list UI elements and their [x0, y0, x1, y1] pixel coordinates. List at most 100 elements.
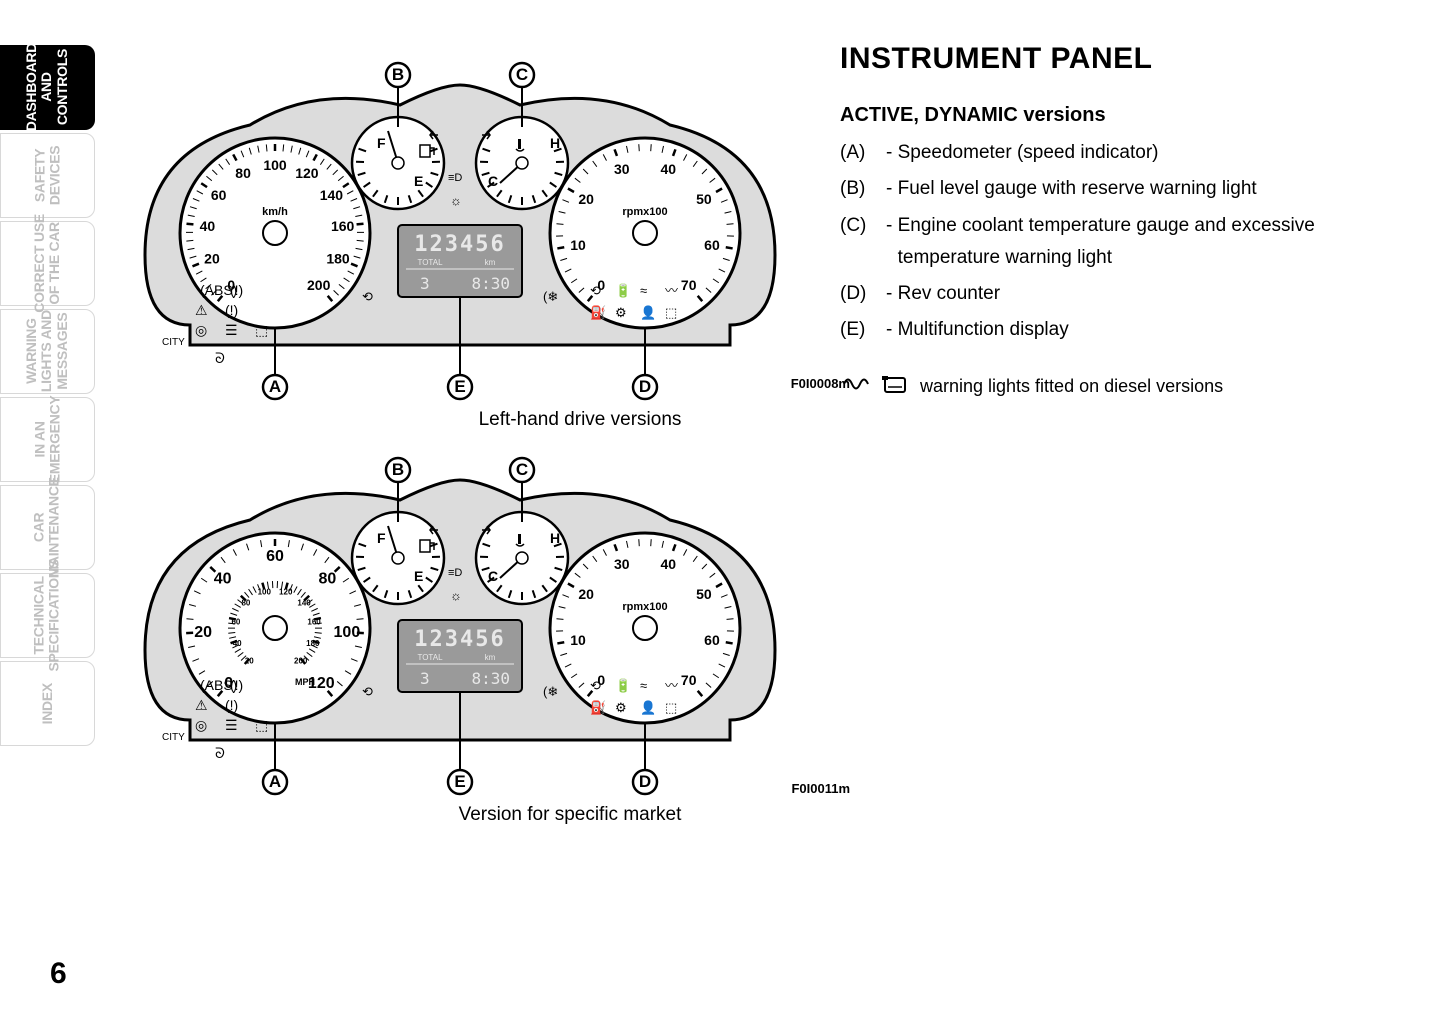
- waterinsfuel-icon: [882, 373, 908, 401]
- diesel-note-text: warning lights fitted on diesel versions: [920, 376, 1223, 397]
- tab-maintenance[interactable]: CAR MAINTENANCE: [0, 485, 95, 570]
- svg-text:40: 40: [660, 161, 676, 177]
- svg-text:(❄: (❄: [543, 684, 558, 699]
- svg-text:(!): (!): [225, 302, 238, 318]
- tab-correct-use[interactable]: CORRECT USE OF THE CAR: [0, 221, 95, 306]
- svg-text:A: A: [269, 772, 281, 791]
- svg-text:⚙: ⚙: [615, 305, 627, 320]
- svg-text:⬚: ⬚: [255, 322, 268, 338]
- svg-text:100: 100: [334, 624, 361, 641]
- svg-text:30: 30: [614, 161, 630, 177]
- svg-text:〰: 〰: [665, 283, 678, 298]
- svg-text:B: B: [392, 460, 404, 479]
- svg-text:⟲: ⟲: [590, 678, 601, 693]
- chapter-tabs: DASHBOARD AND CONTROLS SAFETY DEVICES CO…: [0, 45, 95, 746]
- svg-text:50: 50: [696, 191, 712, 207]
- tab-index[interactable]: INDEX: [0, 661, 95, 746]
- svg-text:E: E: [414, 173, 423, 189]
- svg-text:(!): (!): [230, 282, 243, 298]
- svg-text:(!): (!): [225, 697, 238, 713]
- svg-text:(❄: (❄: [543, 289, 558, 304]
- svg-text:rpmx100: rpmx100: [622, 206, 667, 218]
- tab-emergency[interactable]: IN AN EMERGENCY: [0, 397, 95, 482]
- svg-text:70: 70: [681, 672, 697, 688]
- svg-text:8:30: 8:30: [471, 274, 510, 293]
- svg-text:⟲: ⟲: [590, 283, 601, 298]
- svg-text:👤: 👤: [640, 700, 656, 715]
- svg-text:D: D: [639, 772, 651, 791]
- svg-text:⬚: ⬚: [665, 305, 677, 320]
- tab-warning-lights[interactable]: WARNING LIGHTS AND MESSAGES: [0, 309, 95, 394]
- svg-text:3: 3: [420, 669, 430, 688]
- svg-text:20: 20: [245, 657, 254, 666]
- diagram-specific-market: 020406080100120 204060801001201401601802…: [130, 440, 790, 826]
- svg-text:🔋: 🔋: [615, 283, 631, 298]
- svg-text:70: 70: [681, 277, 697, 293]
- legend-item: (E)- Multifunction display: [840, 314, 1395, 346]
- tab-tech-specs[interactable]: TECHNICAL SPECIFICATIONS: [0, 573, 95, 658]
- svg-text:☼: ☼: [450, 193, 462, 208]
- page-number: 6: [50, 957, 67, 991]
- svg-text:140: 140: [297, 599, 311, 608]
- svg-text:80: 80: [318, 571, 336, 588]
- svg-text:☼: ☼: [450, 588, 462, 603]
- svg-text:H: H: [550, 530, 560, 546]
- svg-text:C: C: [516, 65, 528, 84]
- tab-dashboard-controls[interactable]: DASHBOARD AND CONTROLS: [0, 45, 95, 130]
- tab-safety-devices[interactable]: SAFETY DEVICES: [0, 133, 95, 218]
- page-title: INSTRUMENT PANEL: [840, 42, 1395, 76]
- svg-text:CITY: CITY: [162, 337, 185, 348]
- svg-text:⬚: ⬚: [255, 717, 268, 733]
- svg-text:⛽: ⛽: [590, 700, 606, 715]
- legend-item: (B)- Fuel level gauge with reserve warni…: [840, 173, 1395, 205]
- svg-text:60: 60: [266, 548, 284, 565]
- cluster-svg-2: 020406080100120 204060801001201401601802…: [130, 440, 790, 800]
- legend-list: (A)- Speedometer (speed indicator) (B)- …: [840, 137, 1395, 347]
- svg-text:E: E: [454, 772, 465, 791]
- svg-text:(!): (!): [230, 677, 243, 693]
- svg-text:〰: 〰: [665, 678, 678, 693]
- svg-text:60: 60: [231, 618, 240, 627]
- svg-text:20: 20: [204, 250, 220, 266]
- svg-text:60: 60: [704, 632, 720, 648]
- svg-text:⚙: ⚙: [615, 700, 627, 715]
- svg-text:20: 20: [578, 191, 594, 207]
- svg-text:100: 100: [263, 157, 287, 173]
- svg-text:⟲: ⟲: [362, 289, 373, 304]
- svg-text:rpmx100: rpmx100: [622, 601, 667, 613]
- svg-text:8:30: 8:30: [471, 669, 510, 688]
- svg-text:F: F: [377, 135, 386, 151]
- svg-text:60: 60: [704, 237, 720, 253]
- svg-text:≡D: ≡D: [448, 567, 462, 579]
- svg-text:⚠: ⚠: [195, 302, 208, 318]
- svg-text:TOTAL: TOTAL: [417, 258, 443, 267]
- svg-text:160: 160: [331, 218, 355, 234]
- content-right: INSTRUMENT PANEL ACTIVE, DYNAMIC version…: [840, 42, 1395, 401]
- diesel-note: warning lights fitted on diesel versions: [840, 373, 1395, 401]
- svg-text:C: C: [516, 460, 528, 479]
- svg-text:⟲: ⟲: [362, 684, 373, 699]
- versions-subheading: ACTIVE, DYNAMIC versions: [840, 104, 1395, 127]
- svg-text:⛽: ⛽: [590, 305, 606, 320]
- svg-text:🔋: 🔋: [615, 678, 631, 693]
- svg-text:MPH: MPH: [295, 677, 315, 687]
- svg-text:👤: 👤: [640, 305, 656, 320]
- svg-text:≡D: ≡D: [448, 172, 462, 184]
- svg-text:200: 200: [307, 277, 331, 293]
- legend-item: (A)- Speedometer (speed indicator): [840, 137, 1395, 169]
- svg-text:ᘐ: ᘐ: [215, 350, 225, 366]
- svg-text:10: 10: [570, 632, 586, 648]
- svg-text:40: 40: [200, 218, 216, 234]
- svg-text:km/h: km/h: [262, 206, 288, 218]
- svg-text:123456: 123456: [414, 232, 505, 257]
- cluster-svg-1: 020406080100120140160180200 km/h 0102030…: [130, 45, 790, 405]
- svg-text:E: E: [414, 568, 423, 584]
- svg-text:ᘐ: ᘐ: [215, 745, 225, 761]
- svg-text:120: 120: [279, 587, 293, 596]
- svg-text:80: 80: [235, 165, 251, 181]
- legend-item: (D)- Rev counter: [840, 278, 1395, 310]
- svg-text:180: 180: [326, 250, 350, 266]
- svg-text:3: 3: [420, 274, 430, 293]
- caption-1: Left-hand drive versions: [370, 409, 790, 431]
- svg-text:80: 80: [241, 599, 250, 608]
